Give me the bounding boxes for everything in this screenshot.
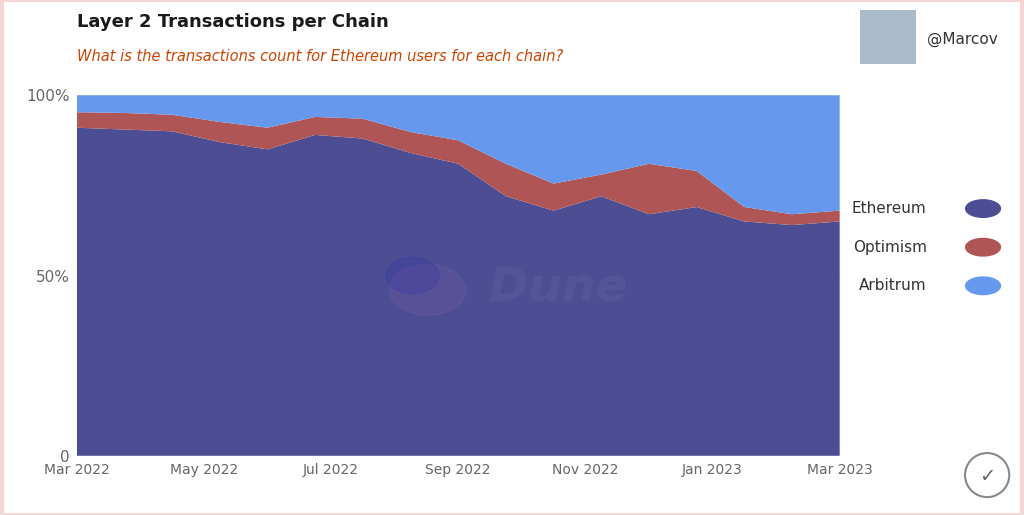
Text: @Marcov: @Marcov [927, 31, 997, 47]
Text: Ethereum: Ethereum [852, 201, 927, 216]
Text: Dune: Dune [488, 266, 628, 311]
Text: What is the transactions count for Ethereum users for each chain?: What is the transactions count for Ether… [77, 49, 563, 64]
Ellipse shape [389, 265, 466, 315]
Text: Optimism: Optimism [853, 239, 927, 255]
Text: Arbitrum: Arbitrum [859, 278, 927, 294]
Ellipse shape [386, 258, 439, 294]
Text: Layer 2 Transactions per Chain: Layer 2 Transactions per Chain [77, 13, 388, 31]
Text: ✓: ✓ [979, 467, 995, 486]
